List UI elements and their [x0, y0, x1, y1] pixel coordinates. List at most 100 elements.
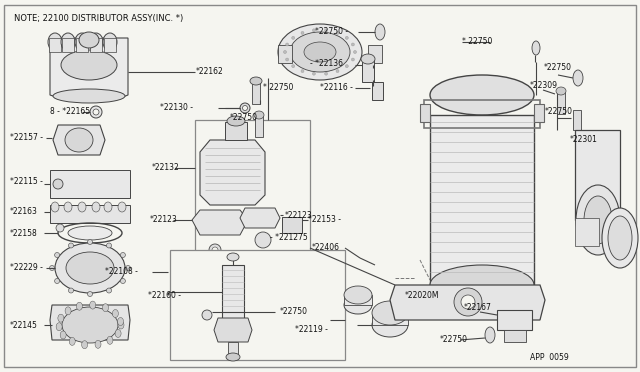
Ellipse shape: [55, 243, 125, 293]
Circle shape: [120, 253, 125, 257]
Bar: [557, 92, 565, 114]
Ellipse shape: [66, 252, 114, 284]
Circle shape: [255, 232, 271, 248]
Text: *22750: *22750: [545, 108, 573, 116]
Circle shape: [285, 58, 289, 61]
Ellipse shape: [64, 202, 72, 212]
Polygon shape: [390, 285, 545, 320]
Ellipse shape: [53, 89, 125, 103]
Ellipse shape: [62, 307, 118, 343]
Circle shape: [106, 243, 111, 248]
Circle shape: [461, 295, 475, 309]
Ellipse shape: [56, 323, 62, 331]
Ellipse shape: [89, 33, 103, 51]
Bar: [504, 330, 526, 342]
Ellipse shape: [95, 340, 101, 348]
Text: *22123: *22123: [285, 211, 313, 219]
Circle shape: [49, 266, 54, 270]
Bar: [62, 38, 74, 52]
Text: *22162: *22162: [196, 67, 224, 77]
Bar: [534, 104, 544, 122]
Text: *22160 -: *22160 -: [148, 291, 181, 299]
Circle shape: [90, 106, 102, 118]
Circle shape: [301, 32, 304, 35]
Ellipse shape: [227, 253, 239, 261]
Circle shape: [285, 43, 289, 46]
Circle shape: [324, 29, 328, 32]
Bar: [430, 115, 534, 285]
Circle shape: [54, 253, 60, 257]
Ellipse shape: [372, 313, 408, 337]
Circle shape: [346, 65, 348, 68]
Circle shape: [292, 36, 294, 39]
Text: *22157 -: *22157 -: [10, 134, 43, 142]
Bar: [49, 38, 61, 52]
Circle shape: [346, 36, 348, 39]
Text: *22130 -: *22130 -: [160, 103, 193, 112]
Ellipse shape: [102, 304, 109, 312]
Circle shape: [324, 72, 328, 75]
Bar: [278, 45, 292, 63]
Bar: [575, 218, 599, 246]
Circle shape: [351, 43, 355, 46]
Polygon shape: [50, 305, 130, 340]
Ellipse shape: [602, 208, 638, 268]
Ellipse shape: [608, 216, 632, 260]
Ellipse shape: [79, 32, 99, 48]
Ellipse shape: [78, 202, 86, 212]
Circle shape: [88, 292, 93, 296]
Bar: [222, 265, 244, 320]
Circle shape: [351, 58, 355, 61]
Text: *22020M: *22020M: [405, 291, 440, 299]
Text: *22750: *22750: [230, 113, 258, 122]
Ellipse shape: [556, 87, 566, 95]
Bar: [50, 205, 130, 223]
Text: *22750: *22750: [544, 64, 572, 73]
Circle shape: [292, 65, 294, 68]
Ellipse shape: [68, 226, 112, 240]
Circle shape: [353, 51, 356, 54]
Circle shape: [301, 70, 304, 73]
Circle shape: [336, 70, 339, 73]
Circle shape: [125, 266, 131, 270]
Ellipse shape: [75, 33, 89, 51]
Circle shape: [68, 243, 74, 248]
Ellipse shape: [113, 310, 118, 318]
Ellipse shape: [278, 24, 362, 80]
Text: * 22750: * 22750: [462, 38, 492, 46]
Text: *22119 -: *22119 -: [295, 326, 328, 334]
Bar: [76, 38, 88, 52]
Ellipse shape: [226, 353, 240, 361]
Text: *22158: *22158: [10, 228, 38, 237]
Text: *22123: *22123: [150, 215, 178, 224]
Circle shape: [88, 240, 93, 244]
Ellipse shape: [90, 301, 96, 309]
Ellipse shape: [573, 70, 583, 86]
Bar: [362, 60, 374, 82]
Text: * 22750: * 22750: [263, 83, 293, 93]
Circle shape: [68, 288, 74, 293]
Text: *22115 -: *22115 -: [10, 177, 43, 186]
Text: *22309: *22309: [530, 80, 558, 90]
Ellipse shape: [361, 54, 375, 64]
Text: *22750: *22750: [280, 308, 308, 317]
Ellipse shape: [344, 296, 372, 314]
Ellipse shape: [304, 42, 336, 62]
Bar: [90, 38, 102, 52]
Ellipse shape: [118, 321, 124, 329]
Bar: [573, 110, 581, 130]
Ellipse shape: [227, 116, 245, 126]
Ellipse shape: [430, 75, 534, 115]
Ellipse shape: [107, 336, 113, 344]
Circle shape: [209, 244, 221, 256]
Circle shape: [284, 51, 287, 54]
Text: - *22136: - *22136: [310, 58, 343, 67]
Bar: [424, 100, 540, 128]
Text: *22750 -: *22750 -: [315, 28, 348, 36]
Text: *22229 -: *22229 -: [10, 263, 43, 273]
Bar: [104, 38, 116, 52]
Ellipse shape: [584, 196, 612, 244]
Ellipse shape: [60, 331, 66, 339]
Text: *22750: *22750: [440, 336, 468, 344]
Circle shape: [454, 288, 482, 316]
